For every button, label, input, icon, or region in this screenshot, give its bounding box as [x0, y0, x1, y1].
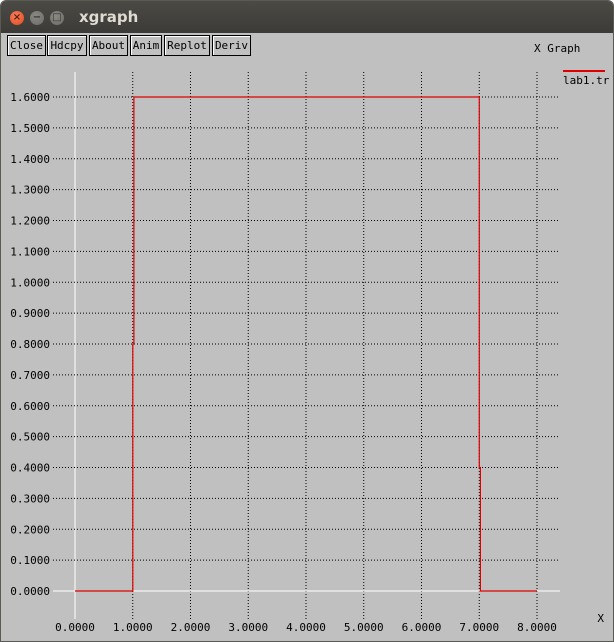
about-button[interactable]: About	[89, 35, 128, 56]
y-tick-label: 1.6000	[10, 91, 50, 104]
y-tick-label: 0.0000	[10, 585, 50, 598]
y-tick-label: 1.3000	[10, 184, 50, 197]
x-tick-label: 8.0000	[517, 621, 557, 634]
y-tick-label: 1.4000	[10, 153, 50, 166]
x-tick-label: 1.0000	[113, 621, 153, 634]
anim-button[interactable]: Anim	[130, 35, 162, 56]
minimize-window-icon[interactable]: −	[30, 11, 44, 25]
x-tick-label: 4.0000	[286, 621, 326, 634]
y-tick-label: 0.2000	[10, 523, 50, 536]
y-tick-label: 0.5000	[10, 431, 50, 444]
x-tick-label: 0.0000	[55, 621, 95, 634]
x-tick-label: 6.0000	[402, 621, 442, 634]
hdcpy-button[interactable]: Hdcpy	[47, 35, 87, 56]
toolbar: Close Hdcpy About Anim Replot Deriv	[1, 33, 613, 59]
replot-button[interactable]: Replot	[164, 35, 210, 56]
y-tick-label: 1.1000	[10, 245, 50, 258]
legend-label: lab1.tr	[563, 74, 610, 87]
close-button[interactable]: Close	[7, 35, 46, 56]
window-title: xgraph	[79, 8, 139, 26]
x-tick-label: 5.0000	[344, 621, 384, 634]
y-tick-label: 0.7000	[10, 369, 50, 382]
y-tick-label: 0.4000	[10, 462, 50, 475]
y-tick-label: 1.5000	[10, 122, 50, 135]
x-tick-label: 2.0000	[171, 621, 211, 634]
x-axis-label: X	[597, 612, 604, 625]
maximize-window-icon[interactable]: □	[50, 11, 64, 25]
y-tick-label: 1.0000	[10, 276, 50, 289]
y-tick-label: 0.9000	[10, 307, 50, 320]
y-tick-label: 0.3000	[10, 492, 50, 505]
y-tick-label: 0.8000	[10, 338, 50, 351]
close-window-icon[interactable]: ×	[10, 11, 24, 25]
legend-swatch	[563, 70, 605, 72]
y-tick-label: 0.1000	[10, 554, 50, 567]
y-tick-label: 1.2000	[10, 215, 50, 228]
graph-title: X Graph	[534, 42, 581, 55]
x-tick-label: 3.0000	[228, 621, 268, 634]
deriv-button[interactable]: Deriv	[212, 35, 251, 56]
y-tick-label: 0.6000	[10, 400, 50, 413]
title-bar: × − □ xgraph	[1, 1, 613, 33]
x-tick-label: 7.0000	[459, 621, 499, 634]
series-line	[75, 96, 537, 592]
